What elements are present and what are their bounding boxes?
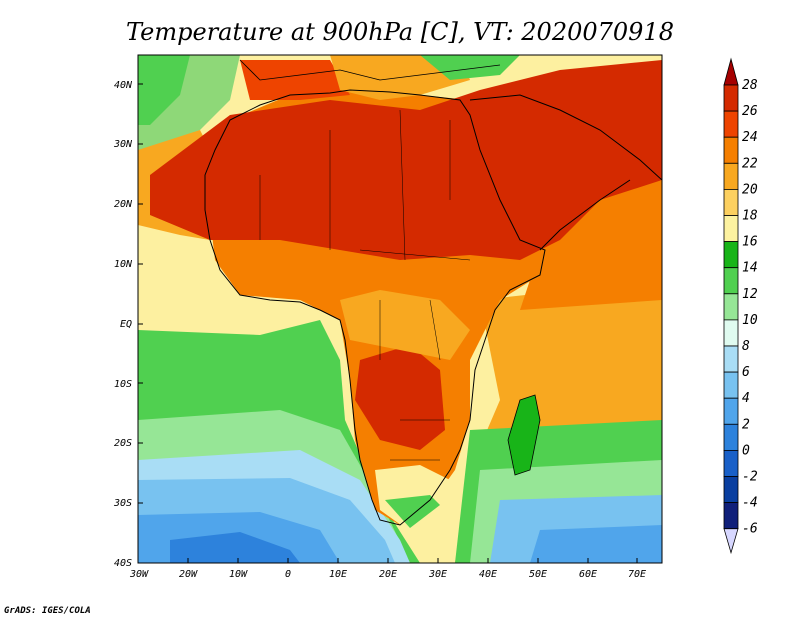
lat-label-10n: 10N	[114, 259, 133, 270]
lon-label-70e: 70E	[628, 569, 646, 580]
colorbar-label: 8	[742, 339, 750, 354]
southern-ocean-deepest	[170, 532, 300, 563]
southern-africa-hot	[355, 345, 445, 450]
colorbar-swatch	[723, 319, 739, 347]
lon-label-0: 0	[285, 569, 291, 580]
europe-coastline	[239, 59, 501, 81]
longitude-axis: 30W 20W 10W 0 10E 20E 30E 40E 50E 60E 70…	[129, 558, 646, 580]
colorbar-label: 12	[742, 287, 758, 302]
black-sea	[420, 55, 520, 80]
lon-label-50e: 50E	[529, 569, 547, 580]
colorbar-label: 18	[742, 209, 758, 224]
congo-basin	[340, 290, 470, 360]
colorbar-label: 4	[742, 391, 750, 406]
sahara-arabia-hot	[150, 60, 662, 260]
colorbar-swatch	[723, 397, 739, 425]
colorbar-swatch	[723, 241, 739, 269]
lon-label-30w: 30W	[129, 569, 149, 580]
colorbar-swatch	[723, 188, 739, 216]
colorbar-bottom-arrow	[723, 528, 739, 555]
lat-label-20s: 20S	[114, 438, 132, 449]
colorbar-swatch	[723, 476, 739, 504]
colorbar-swatch	[723, 84, 739, 112]
lat-label-10s: 10S	[114, 379, 132, 390]
lat-label-eq: EQ	[120, 319, 132, 330]
lon-label-20w: 20W	[179, 569, 198, 580]
arabia-coastline	[469, 94, 662, 251]
colorbar-swatch	[723, 502, 739, 530]
colorbar-swatch	[723, 215, 739, 243]
lat-label-20n: 20N	[114, 199, 133, 210]
colorbar-swatch	[723, 371, 739, 399]
lat-label-30s: 30S	[113, 498, 132, 509]
colorbar-swatch	[723, 110, 739, 138]
colorbar-label: 26	[742, 104, 758, 119]
lon-label-60e: 60E	[579, 569, 597, 580]
colorbar-label: 22	[742, 156, 758, 171]
colorbar-label: 20	[742, 182, 758, 197]
lat-label-40s: 40S	[114, 558, 132, 569]
south-africa-cool	[375, 465, 450, 528]
colorbar-swatch	[723, 162, 739, 190]
colorbar-label: 10	[742, 313, 758, 328]
north-atlantic-cooler	[138, 55, 190, 125]
colorbar-top-arrow	[723, 57, 739, 86]
africa-coastline	[204, 89, 546, 526]
grads-credit: GrADS: IGES/COLA	[4, 606, 91, 616]
colorbar-label: -2	[742, 470, 758, 485]
colorbar-label: -6	[742, 522, 758, 537]
colorbar-label: 0	[742, 443, 750, 458]
lon-label-30e: 30E	[428, 569, 447, 580]
lon-tick-marks	[187, 558, 638, 563]
colorbar-label: 14	[742, 261, 758, 276]
colorbar-label: 24	[742, 130, 758, 145]
colorbar-label: 6	[742, 365, 750, 380]
colorbar-swatch	[723, 423, 739, 451]
colorbar-label: 16	[742, 235, 758, 250]
colorbar-label: 2	[742, 417, 750, 432]
lat-label-30n: 30N	[113, 139, 133, 150]
temperature-field	[138, 55, 662, 563]
lat-tick-marks	[138, 83, 143, 504]
madagascar	[507, 394, 541, 476]
lon-label-40e: 40E	[479, 569, 497, 580]
lon-label-10e: 10E	[329, 569, 347, 580]
country-borders	[259, 109, 471, 461]
lon-label-20e: 20E	[379, 569, 397, 580]
mediterranean-coast-warm	[240, 60, 350, 100]
lon-label-10w: 10W	[229, 569, 248, 580]
colorbar-swatch	[723, 267, 739, 295]
indian-ocean-deep	[530, 525, 662, 563]
colorbar-swatch	[723, 345, 739, 373]
colorbar-swatch	[723, 293, 739, 321]
plot-frame	[137, 54, 663, 564]
latitude-axis: 40N 30N 20N 10N EQ 10S 20S 30S 40S	[113, 80, 143, 569]
colorbar-swatch	[723, 449, 739, 477]
colorbar-label: -4	[742, 496, 758, 511]
lat-label-40n: 40N	[114, 80, 133, 91]
map-title: Temperature at 900hPa [C], VT: 202007091…	[126, 18, 674, 46]
colorbar-label: 28	[742, 78, 758, 93]
colorbar-swatch	[723, 136, 739, 164]
